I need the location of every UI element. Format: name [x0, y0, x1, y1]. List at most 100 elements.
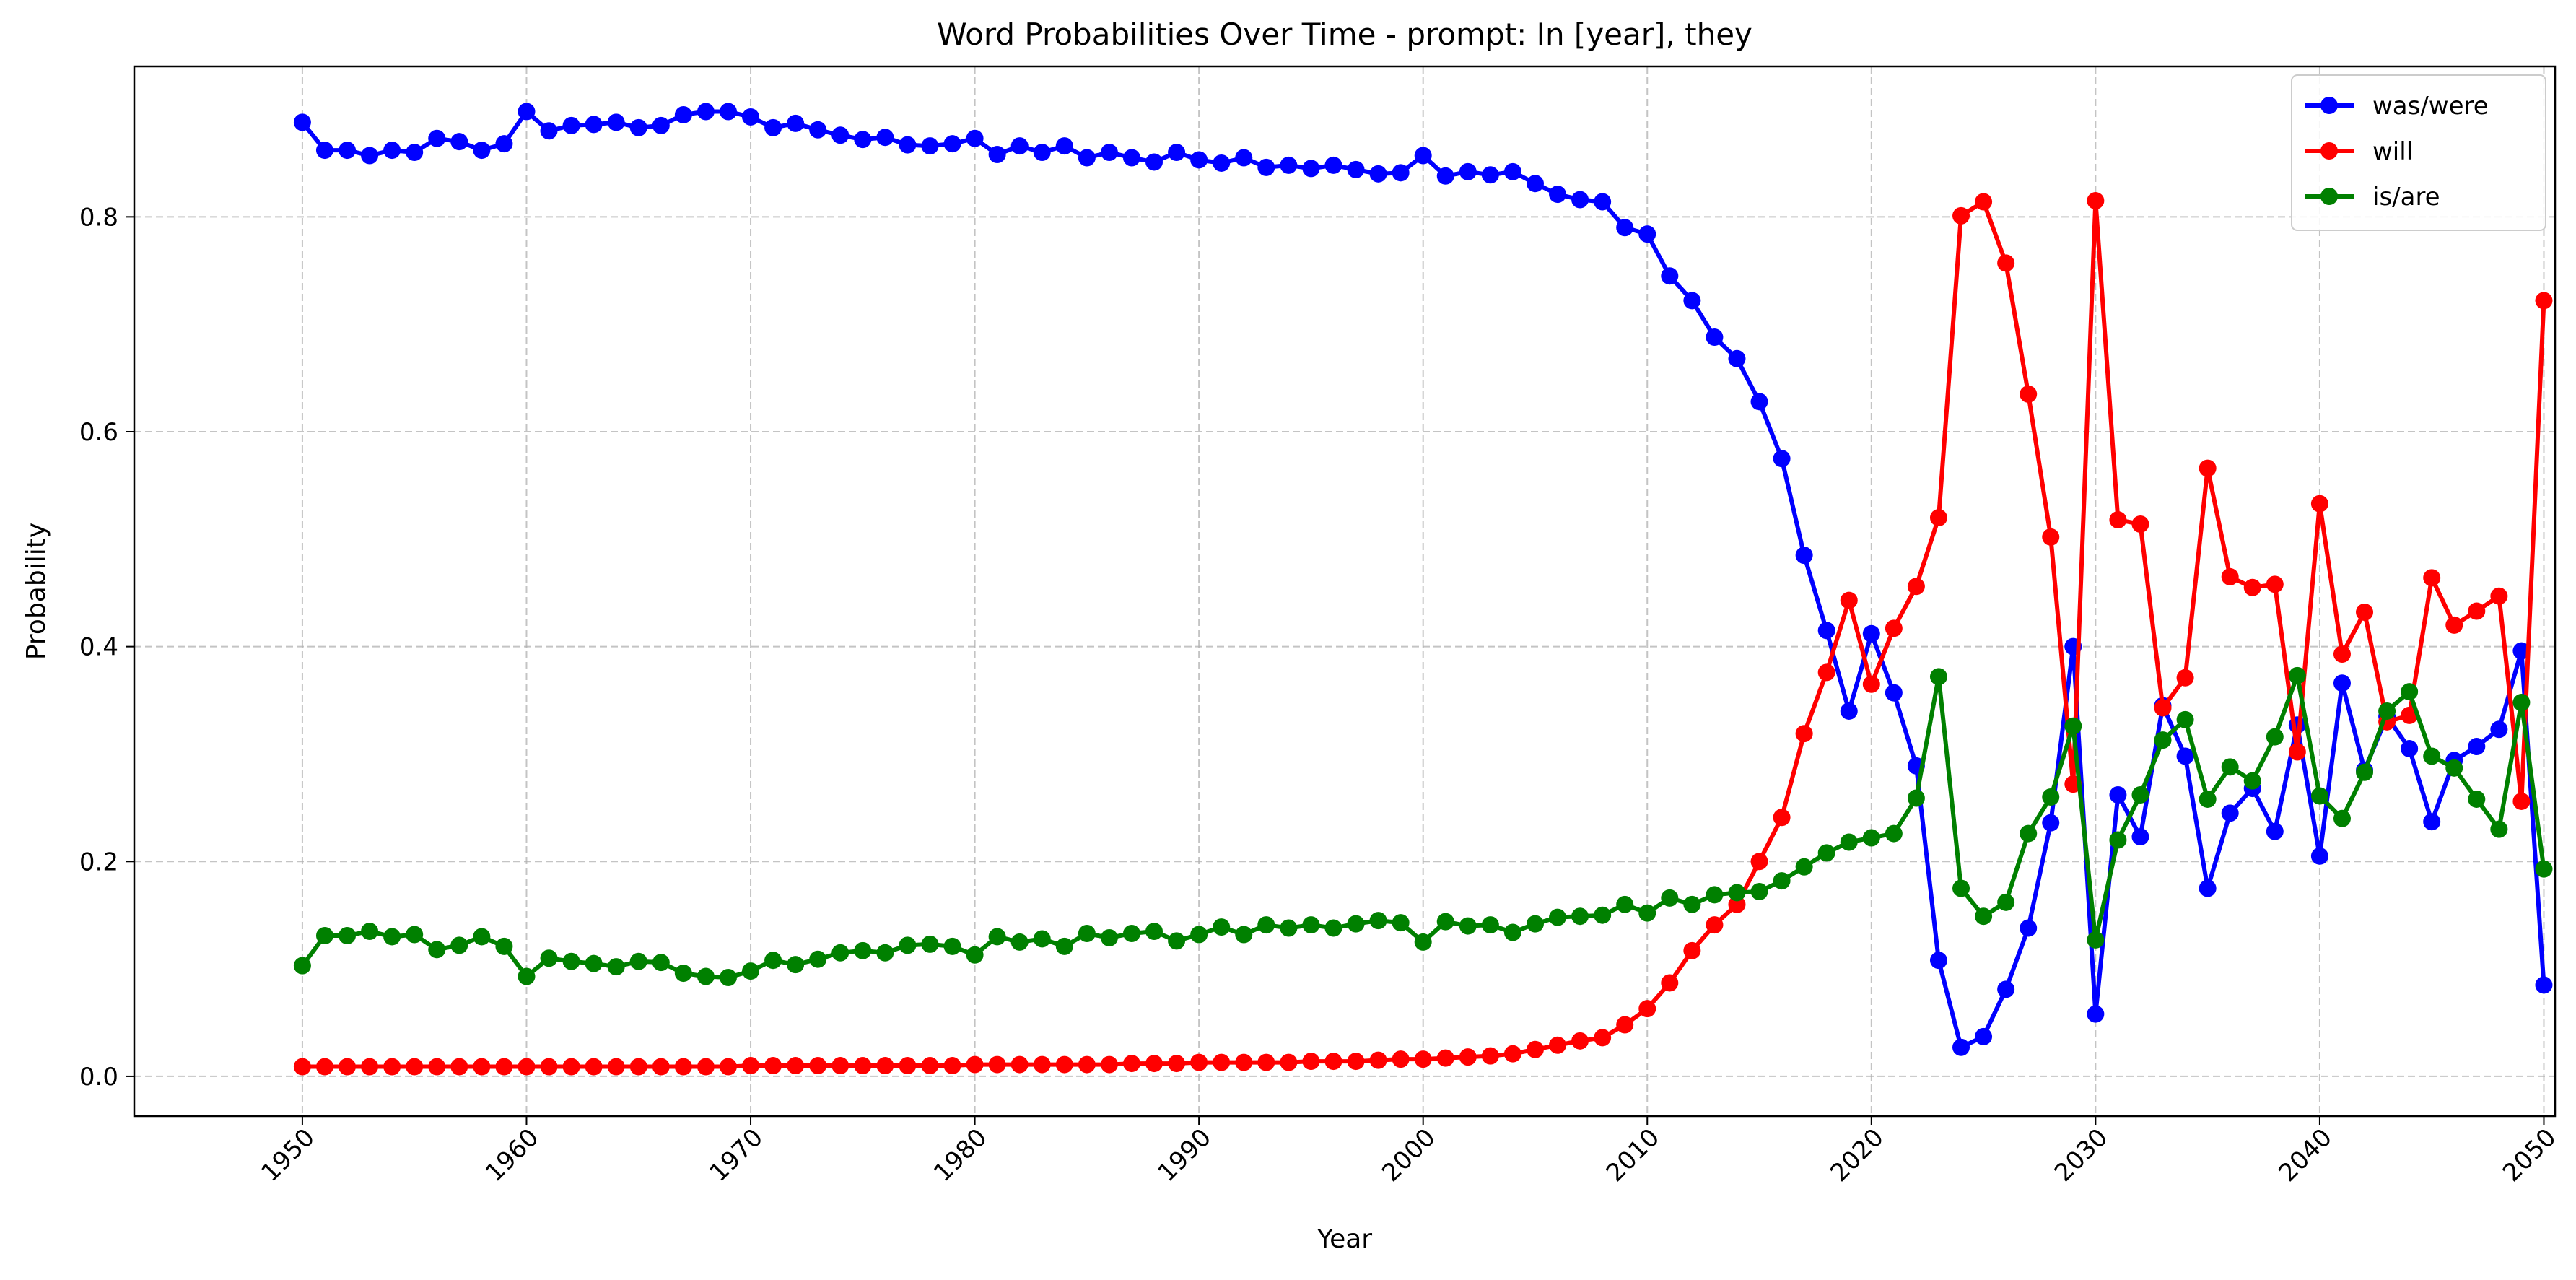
data-point — [1616, 895, 1634, 913]
data-point — [1145, 153, 1163, 171]
series-layer — [293, 103, 2553, 1076]
data-point — [1975, 907, 1993, 926]
data-point — [2131, 515, 2149, 533]
data-point — [1997, 893, 2015, 911]
data-point — [1661, 267, 1679, 285]
data-point — [1638, 904, 1656, 922]
data-point — [1750, 853, 1768, 871]
data-point — [1257, 158, 1275, 176]
data-point — [629, 952, 647, 970]
data-point — [1503, 923, 1521, 941]
data-point — [1213, 154, 1231, 172]
data-point — [2512, 642, 2531, 660]
data-point — [876, 1057, 894, 1075]
data-point — [540, 949, 558, 967]
data-point — [697, 103, 715, 121]
data-point — [2535, 976, 2553, 994]
data-point — [1862, 624, 1880, 643]
data-point — [1190, 151, 1208, 169]
data-point — [1907, 789, 1925, 807]
data-point — [966, 1055, 984, 1074]
data-point — [2221, 804, 2239, 822]
data-point — [674, 105, 692, 123]
data-point — [1795, 725, 1813, 743]
data-point — [2512, 792, 2531, 810]
data-point — [921, 935, 939, 953]
y-axis-label: Probability — [22, 523, 51, 660]
data-point — [1280, 156, 1298, 174]
data-point — [876, 129, 894, 147]
data-point — [899, 136, 917, 154]
data-point — [1122, 925, 1140, 943]
data-point — [1907, 578, 1925, 596]
data-point — [1929, 952, 1947, 970]
data-point — [1033, 144, 1051, 162]
y-tick-label: 0.0 — [79, 1063, 118, 1092]
data-point — [1213, 1053, 1231, 1071]
data-point — [2490, 720, 2508, 739]
data-point — [629, 1058, 647, 1076]
data-point — [1638, 1000, 1656, 1018]
data-point — [1773, 450, 1791, 468]
data-point — [2154, 699, 2172, 717]
data-point — [1638, 225, 1656, 243]
data-point — [2087, 192, 2105, 210]
data-point — [2490, 820, 2508, 838]
data-point — [787, 956, 805, 974]
data-point — [1885, 684, 1903, 702]
data-point — [1862, 829, 1880, 847]
data-point — [697, 1058, 715, 1076]
series-is-are — [293, 666, 2553, 987]
data-point — [854, 1057, 872, 1075]
data-point — [1369, 912, 1387, 930]
data-point — [719, 103, 737, 121]
data-point — [607, 1058, 625, 1076]
data-point — [2468, 738, 2486, 756]
data-point — [1571, 1032, 1589, 1050]
data-point — [1235, 149, 1253, 167]
data-point — [1526, 915, 1544, 933]
legend-label: was/were — [2372, 92, 2489, 121]
data-point — [966, 946, 984, 964]
data-point — [2020, 824, 2038, 843]
data-point — [1235, 926, 1253, 944]
data-point — [809, 950, 827, 968]
plot-frame — [133, 65, 2557, 1118]
data-point — [1750, 393, 1768, 411]
legend-frame — [2291, 74, 2546, 231]
data-point — [1459, 1048, 1477, 1066]
data-point — [1481, 166, 1499, 184]
data-point — [361, 1058, 379, 1076]
data-point — [2243, 772, 2261, 790]
data-point — [607, 113, 625, 131]
data-point — [1817, 663, 1835, 682]
data-point — [1594, 1029, 1612, 1047]
data-point — [495, 1058, 513, 1076]
data-point — [2423, 813, 2441, 831]
data-point — [2131, 786, 2149, 804]
data-point — [2176, 669, 2194, 687]
data-point — [2176, 710, 2194, 728]
data-point — [450, 936, 468, 954]
data-point — [2288, 743, 2306, 761]
data-point — [1997, 254, 2015, 272]
data-point — [339, 142, 357, 160]
data-point — [1145, 1055, 1163, 1073]
data-point — [1683, 895, 1701, 913]
series-will — [293, 192, 2553, 1076]
data-point — [943, 1057, 961, 1075]
data-point — [1122, 149, 1140, 167]
data-point — [1616, 219, 1634, 237]
data-point — [1526, 175, 1544, 193]
data-point — [2042, 788, 2060, 806]
data-point — [361, 923, 379, 941]
data-point — [1549, 1036, 1567, 1054]
data-point — [383, 1058, 401, 1076]
data-point — [831, 944, 850, 962]
data-point — [1280, 1053, 1298, 1071]
data-point — [1033, 930, 1051, 948]
data-point — [1436, 913, 1454, 931]
data-point — [1078, 1055, 1096, 1074]
data-point — [1840, 833, 1858, 851]
data-point — [518, 967, 536, 985]
